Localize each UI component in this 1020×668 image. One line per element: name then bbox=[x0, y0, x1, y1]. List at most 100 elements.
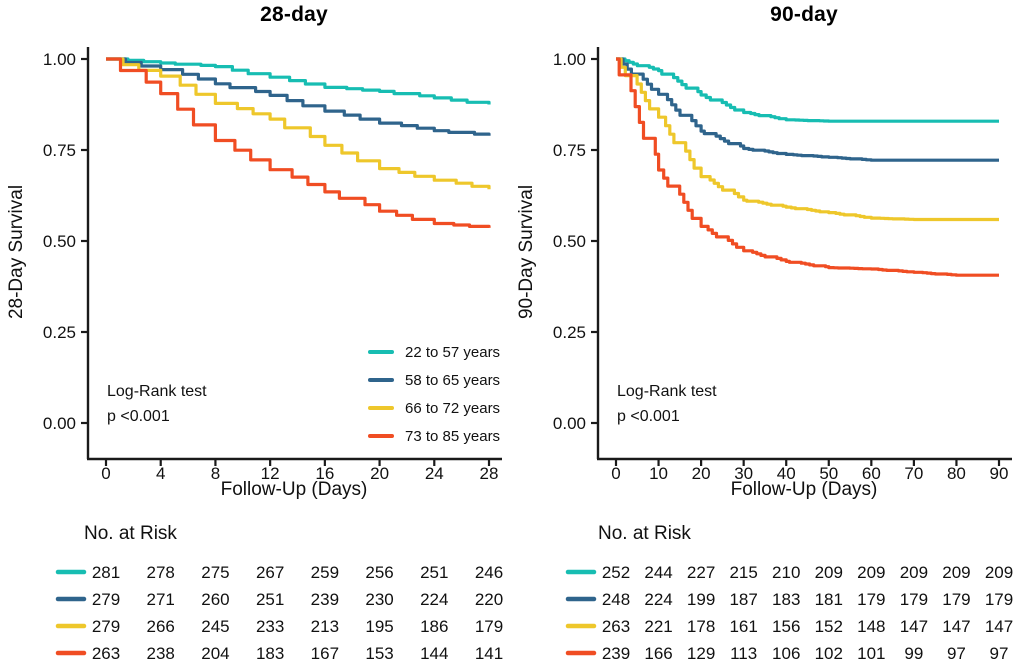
risk-count: 97 bbox=[990, 644, 1009, 663]
y-tick-label: 0.25 bbox=[553, 323, 586, 342]
x-tick-label: 10 bbox=[649, 464, 668, 483]
risk-count: 281 bbox=[92, 563, 120, 582]
y-tick-label: 0.00 bbox=[43, 414, 76, 433]
risk-count: 199 bbox=[687, 590, 715, 609]
km-curve-58-to-65-years bbox=[616, 57, 999, 162]
risk-count: 97 bbox=[947, 644, 966, 663]
y-tick-label: 0.25 bbox=[43, 323, 76, 342]
risk-count: 256 bbox=[365, 563, 393, 582]
risk-count: 106 bbox=[772, 644, 800, 663]
km-curve-73-to-85-years bbox=[106, 57, 491, 228]
risk-count: 220 bbox=[475, 590, 503, 609]
x-tick-label: 30 bbox=[734, 464, 753, 483]
risk-count: 179 bbox=[475, 617, 503, 636]
y-tick-label: 0.50 bbox=[43, 232, 76, 251]
risk-count: 259 bbox=[311, 563, 339, 582]
km-curve-73-to-85-years bbox=[616, 57, 999, 277]
risk-count: 252 bbox=[602, 563, 630, 582]
legend-swatch-age-66-72 bbox=[368, 406, 394, 410]
risk-count: 99 bbox=[904, 644, 923, 663]
legend-item: 58 to 65 years bbox=[368, 366, 500, 394]
risk-count: 266 bbox=[147, 617, 175, 636]
risk-count: 221 bbox=[644, 617, 672, 636]
risk-count: 263 bbox=[602, 617, 630, 636]
y-tick-label: 0.00 bbox=[553, 414, 586, 433]
risk-count: 181 bbox=[815, 590, 843, 609]
km-plot-28day: 1.00 0.75 0.50 0.25 0.00 0 4 8 12 16 20 24 28 281 278 2… bbox=[43, 47, 503, 663]
km-curve-22-to-57-years bbox=[106, 57, 491, 105]
km-plot-90day: 1.00 0.75 0.50 0.25 0.00 0 10 20 30 40 50 60 70 80 90 2… bbox=[553, 47, 1013, 663]
risk-count: 186 bbox=[420, 617, 448, 636]
risk-table-header-90day: No. at Risk bbox=[598, 523, 691, 544]
risk-count: 179 bbox=[942, 590, 970, 609]
panel-28-day: 28-day 28-Day Survival 1.00 0.75 0.50 0.25 0… bbox=[6, 3, 503, 663]
risk-count: 278 bbox=[147, 563, 175, 582]
x-tick-label: 12 bbox=[261, 464, 280, 483]
x-tick-label: 50 bbox=[819, 464, 838, 483]
risk-count: 183 bbox=[772, 590, 800, 609]
risk-count: 209 bbox=[942, 563, 970, 582]
risk-count: 245 bbox=[201, 617, 229, 636]
legend-label: 22 to 57 years bbox=[405, 343, 501, 361]
logrank-p-value: p <0.001 bbox=[617, 407, 680, 425]
x-tick-label: 0 bbox=[101, 464, 110, 483]
risk-table-header-28day: No. at Risk bbox=[84, 523, 177, 544]
y-tick-label: 1.00 bbox=[43, 50, 76, 69]
risk-count: 209 bbox=[857, 563, 885, 582]
risk-count: 239 bbox=[602, 644, 630, 663]
legend-label: 58 to 65 years bbox=[405, 371, 501, 389]
risk-count: 161 bbox=[729, 617, 757, 636]
km-curve-66-to-72-years bbox=[106, 57, 491, 190]
risk-count: 213 bbox=[311, 617, 339, 636]
x-tick-label: 24 bbox=[425, 464, 444, 483]
x-tick-label: 20 bbox=[692, 464, 711, 483]
risk-count: 233 bbox=[256, 617, 284, 636]
risk-count: 279 bbox=[92, 617, 120, 636]
logrank-test-label: Log-Rank test bbox=[107, 383, 207, 400]
risk-count: 195 bbox=[365, 617, 393, 636]
legend-item: 73 to 85 years bbox=[368, 422, 500, 450]
risk-count: 179 bbox=[985, 590, 1013, 609]
legend-swatch-age-22-57 bbox=[368, 350, 394, 354]
x-tick-label: 70 bbox=[904, 464, 923, 483]
risk-count: 244 bbox=[644, 563, 672, 582]
legend-item: 66 to 72 years bbox=[368, 394, 500, 422]
risk-count: 166 bbox=[644, 644, 672, 663]
y-tick-label: 0.75 bbox=[553, 141, 586, 160]
risk-count: 148 bbox=[857, 617, 885, 636]
risk-count: 178 bbox=[687, 617, 715, 636]
risk-count: 147 bbox=[942, 617, 970, 636]
risk-count: 183 bbox=[256, 644, 284, 663]
legend: 22 to 57 years 58 to 65 years 66 to 72 y… bbox=[368, 338, 500, 450]
risk-count: 113 bbox=[730, 644, 757, 663]
risk-count: 209 bbox=[985, 563, 1013, 582]
risk-count: 224 bbox=[644, 590, 672, 609]
risk-count: 147 bbox=[985, 617, 1013, 636]
risk-count: 152 bbox=[815, 617, 843, 636]
logrank-test-label: Log-Rank test bbox=[617, 383, 717, 400]
x-axis-title-90day: Follow-Up (Days) bbox=[730, 479, 878, 500]
y-tick-label: 0.75 bbox=[43, 141, 76, 160]
risk-count: 251 bbox=[256, 590, 284, 609]
panel-title-90day: 90-day bbox=[770, 3, 838, 26]
risk-count: 129 bbox=[687, 644, 715, 663]
x-tick-label: 90 bbox=[990, 464, 1009, 483]
legend-label: 66 to 72 years bbox=[405, 399, 501, 417]
x-tick-label: 16 bbox=[315, 464, 334, 483]
risk-count: 179 bbox=[900, 590, 928, 609]
legend-swatch-age-73-85 bbox=[368, 434, 394, 438]
risk-count: 209 bbox=[900, 563, 928, 582]
risk-count: 153 bbox=[365, 644, 393, 663]
y-tick-label: 0.50 bbox=[553, 232, 586, 251]
risk-count: 210 bbox=[772, 563, 800, 582]
x-tick-label: 4 bbox=[156, 464, 165, 483]
km-curve-22-to-57-years bbox=[616, 57, 999, 123]
risk-count: 248 bbox=[602, 590, 630, 609]
risk-count: 156 bbox=[772, 617, 800, 636]
risk-count: 167 bbox=[311, 644, 339, 663]
x-tick-label: 0 bbox=[611, 464, 620, 483]
risk-count: 271 bbox=[147, 590, 175, 609]
risk-count: 275 bbox=[201, 563, 229, 582]
risk-count: 239 bbox=[311, 590, 339, 609]
